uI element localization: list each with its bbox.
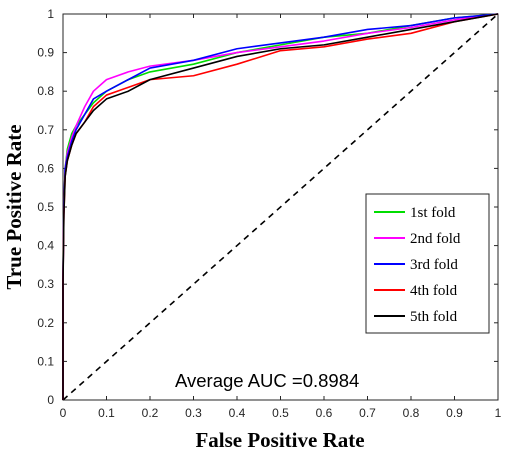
y-tick-label: 0.5 [37,200,54,214]
y-tick-label: 0.3 [37,277,54,291]
roc-curves [62,13,499,400]
x-tick-label: 0.3 [185,406,202,420]
x-tick-label: 0.9 [446,406,463,420]
y-axis-label: True Positive Rate [2,124,26,289]
x-tick-label: 0 [60,406,67,420]
legend-label: 4th fold [410,283,458,299]
y-tick-label: 0 [47,393,54,407]
y-tick-label: 0.9 [37,46,54,60]
roc-curve-fold-5 [62,13,499,400]
x-tick-label: 0.4 [229,406,246,420]
legend-label: 1st fold [410,205,456,221]
average-auc-annotation: Average AUC =0.8984 [175,370,359,391]
legend: 1st fold 2nd fold 3rd fold 4th fold 5th fold [365,193,490,334]
y-tick-label: 0.8 [37,84,54,98]
x-tick-label: 1 [495,406,502,420]
x-tick-label: 0.7 [359,406,376,420]
y-tick-label: 0.1 [37,354,54,368]
roc-curve-fold-3 [62,13,499,400]
x-tick-label: 0.2 [142,406,159,420]
legend-label: 2nd fold [410,231,461,247]
x-tick-label: 0.6 [316,406,333,420]
x-axis: 0 0.1 0.2 0.3 0.4 0.5 0.6 0.7 0.8 0.9 1 [60,14,502,420]
y-tick-label: 0.6 [37,161,54,175]
y-tick-label: 0.2 [37,316,54,330]
legend-label: 5th fold [410,309,458,325]
y-tick-label: 1 [47,7,54,21]
x-tick-label: 0.1 [98,406,115,420]
x-tick-label: 0.5 [272,406,289,420]
chance-line [62,13,499,401]
reference-diagonal [62,13,499,401]
y-axis: 0 0.1 0.2 0.3 0.4 0.5 0.6 0.7 0.8 0.9 1 [37,7,498,407]
x-tick-label: 0.8 [403,406,420,420]
y-tick-label: 0.7 [37,123,54,137]
legend-label: 3rd fold [410,257,458,273]
x-axis-label: False Positive Rate [195,428,364,452]
y-tick-label: 0.4 [37,239,54,253]
